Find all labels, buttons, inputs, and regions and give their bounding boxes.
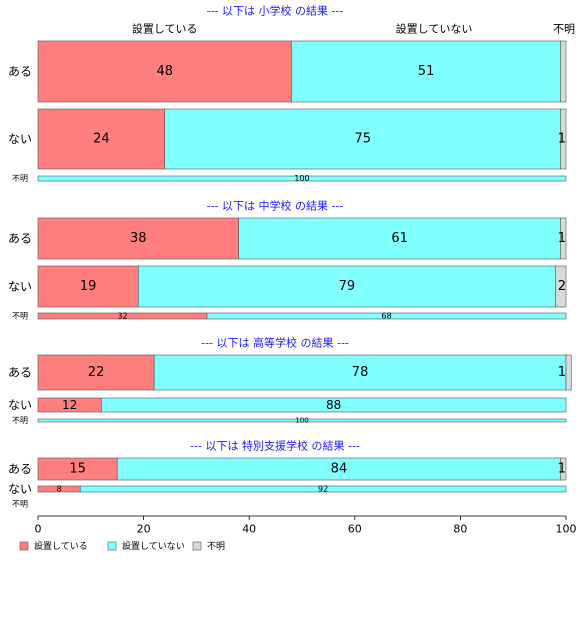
x-tick-label: 40 <box>242 523 256 536</box>
data-label: 1 <box>558 462 566 477</box>
data-label: 1 <box>558 132 566 147</box>
data-label: 68 <box>381 312 391 321</box>
legend-label: 不明 <box>207 541 225 552</box>
bar-segment <box>79 485 567 493</box>
x-tick-label: 20 <box>137 523 151 536</box>
row-label: 不明 <box>12 416 28 425</box>
row-label: ない <box>8 132 32 146</box>
x-tick-label: 100 <box>556 523 577 536</box>
bar-segment <box>560 108 567 170</box>
data-label: 48 <box>156 64 173 79</box>
bar-segment <box>37 265 139 308</box>
data-label: 8 <box>57 485 62 494</box>
row-label: ある <box>8 366 32 380</box>
panel-title: --- 以下は 中学校 の結果 --- <box>207 199 344 213</box>
x-tick-label: 60 <box>348 523 362 536</box>
data-label: 1 <box>558 365 566 380</box>
bar-segment <box>37 354 155 391</box>
data-label: 84 <box>331 462 348 477</box>
data-label: 88 <box>326 398 341 412</box>
data-label: 22 <box>88 365 105 380</box>
x-tick-label: 0 <box>35 523 42 536</box>
row-label: 不明 <box>12 174 28 183</box>
legend-swatch <box>192 541 202 551</box>
legend-swatch <box>107 541 117 551</box>
bar-segment <box>164 108 562 170</box>
data-label: 19 <box>80 279 97 294</box>
data-label: 24 <box>93 132 110 147</box>
data-label: 51 <box>418 64 435 79</box>
data-label: 100 <box>295 417 308 425</box>
data-label: 61 <box>391 231 408 246</box>
x-tick-label: 80 <box>453 523 467 536</box>
row-label: ない <box>8 482 32 496</box>
bar-segment <box>560 217 567 260</box>
row-label: ない <box>8 280 32 294</box>
row-label: ある <box>8 462 32 476</box>
column-header: 不明 <box>553 23 575 36</box>
legend-label: 設置している <box>34 540 88 552</box>
bar-segment <box>37 175 567 182</box>
data-label: 79 <box>339 279 356 294</box>
legend-swatch <box>19 541 29 551</box>
data-label: 38 <box>130 231 147 246</box>
bar-segment <box>37 217 239 260</box>
row-label: ある <box>8 232 32 246</box>
bar-segment <box>37 418 567 423</box>
bar-segment <box>37 108 166 170</box>
bar-segment <box>153 354 567 391</box>
bar-segment <box>565 354 572 391</box>
row-label: 不明 <box>12 500 28 509</box>
data-label: 75 <box>354 132 371 147</box>
data-label: 12 <box>62 398 77 412</box>
panel-title: --- 以下は 高等学校 の結果 --- <box>201 336 349 350</box>
bar-segment <box>555 265 567 308</box>
data-label: 2 <box>558 279 566 294</box>
data-label: 32 <box>117 312 127 321</box>
row-label: ない <box>8 398 32 412</box>
panel-title: --- 以下は 特別支援学校 の結果 --- <box>190 439 360 453</box>
panel-title: --- 以下は 小学校 の結果 --- <box>207 4 344 18</box>
row-label: ある <box>8 65 32 79</box>
bar-segment <box>37 40 292 103</box>
bar-segment <box>101 397 567 413</box>
data-label: 1 <box>558 231 566 246</box>
column-header: 設置していない <box>396 22 473 36</box>
data-label: 92 <box>318 485 328 494</box>
bar-segment <box>291 40 562 103</box>
bar-segment <box>206 312 567 320</box>
row-label: 不明 <box>12 312 28 321</box>
data-label: 15 <box>69 462 86 477</box>
data-label: 100 <box>294 174 309 183</box>
data-label: 78 <box>352 365 369 380</box>
legend-label: 設置していない <box>122 540 185 552</box>
column-header: 設置している <box>132 22 198 36</box>
bar-segment <box>238 217 562 260</box>
bar-segment <box>560 457 567 481</box>
bar-segment <box>560 40 567 103</box>
